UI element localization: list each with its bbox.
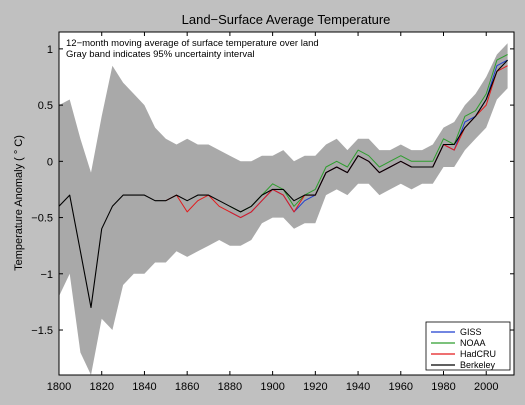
y-tick-label: −1 [40, 269, 53, 281]
x-tick-label: 1980 [431, 381, 455, 393]
x-tick-label: 1800 [47, 381, 71, 393]
chart-note-1: 12−month moving average of surface tempe… [66, 38, 319, 49]
uncertainty-band-layer [59, 43, 508, 375]
legend-label-hadcru: HadCRU [460, 349, 496, 359]
x-tick-label: 1900 [260, 381, 284, 393]
y-axis-label: Temperature Anomaly ( ° C) [13, 135, 25, 271]
legend: GISS NOAA HadCRU Berkeley [425, 321, 511, 371]
x-tick-label: 1820 [89, 381, 113, 393]
x-tick-label: 1960 [389, 381, 413, 393]
y-tick-label: 1 [47, 44, 53, 56]
x-tick-label: 2000 [474, 381, 498, 393]
y-tick-label: −0.5 [31, 213, 53, 225]
legend-box [425, 321, 511, 371]
x-tick-label: 1920 [303, 381, 327, 393]
legend-label-noaa: NOAA [460, 338, 486, 348]
series-line-berkeley [58, 59, 508, 309]
x-tick-label: 1860 [175, 381, 199, 393]
plot-frame [58, 31, 515, 376]
uncertainty-band [59, 43, 508, 375]
legend-label-berkeley: Berkeley [460, 360, 496, 370]
chart-title: Land−Surface Average Temperature [182, 12, 391, 27]
y-tick-label: 0 [47, 156, 53, 168]
y-tick-label: 0.5 [38, 100, 53, 112]
chart-note-2: Gray band indicates 95% uncertainty inte… [66, 49, 255, 60]
x-tick-label: 1840 [132, 381, 156, 393]
tick-layer: 1800 1820 1840 1860 1880 1900 1920 1940 1960 1980… [31, 32, 514, 393]
x-tick-label: 1940 [346, 381, 370, 393]
legend-label-giss: GISS [460, 327, 482, 337]
series-line-noaa [229, 54, 508, 213]
y-tick-label: −1.5 [31, 325, 53, 337]
series-layer [58, 54, 508, 309]
x-tick-label: 1880 [218, 381, 242, 393]
